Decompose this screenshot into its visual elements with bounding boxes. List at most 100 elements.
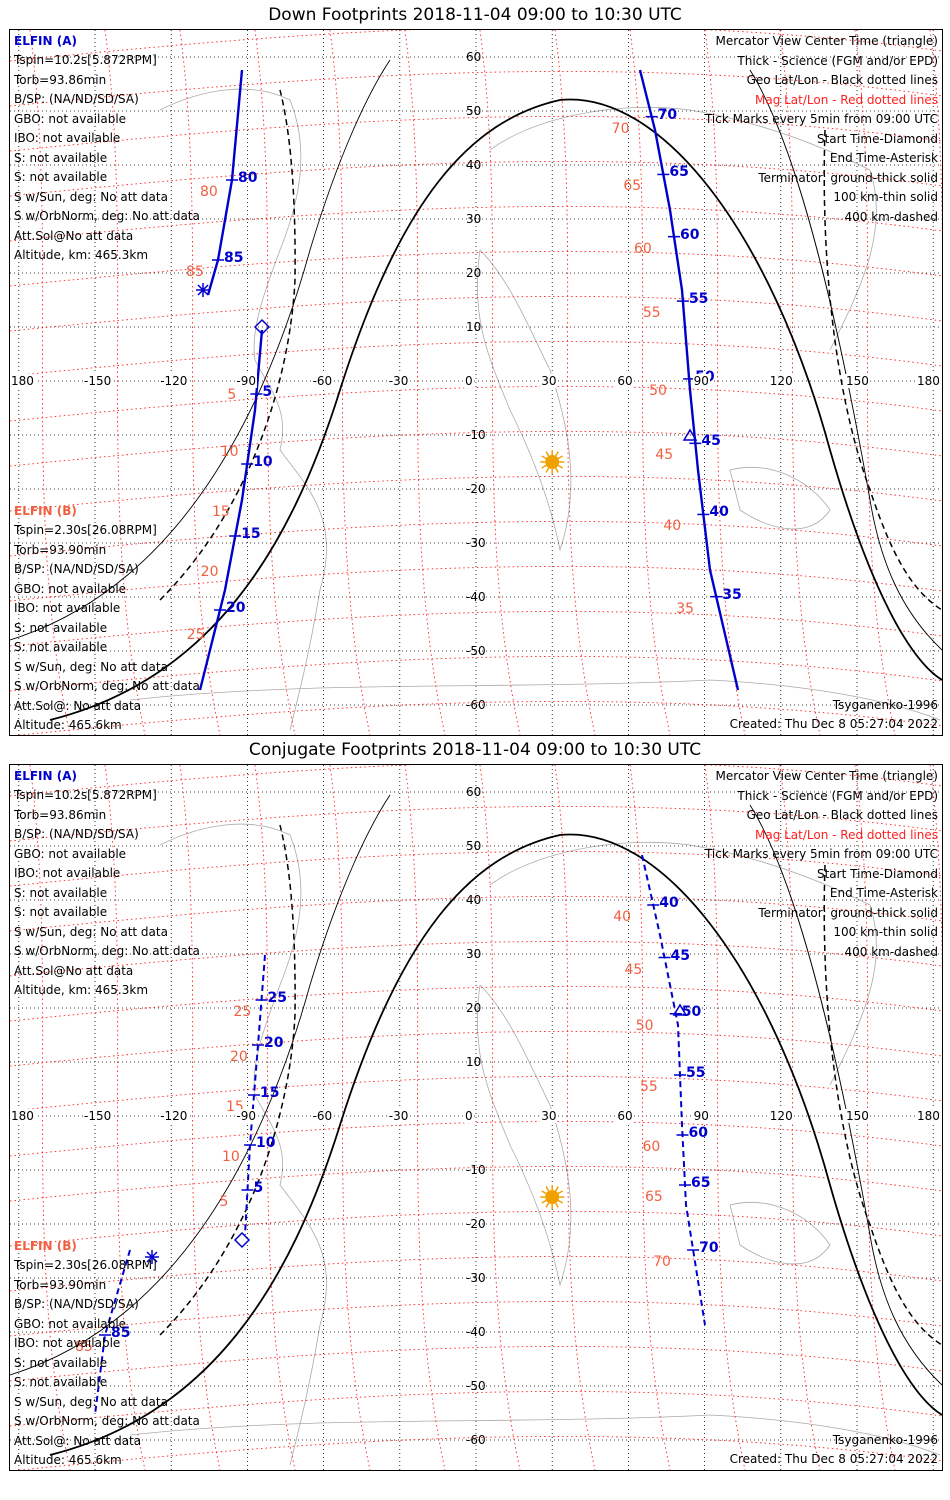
elfin-a-info: GBO: not available (14, 111, 127, 126)
center-triangle-icon (672, 1003, 688, 1016)
elfin-a-info: Att.Sol@No att data (14, 963, 134, 978)
elfin-a-info: S w/Sun, deg: No att data (14, 189, 168, 204)
lon-label: 0 (464, 374, 474, 388)
track-c (638, 69, 740, 691)
coast-3 (729, 1202, 831, 1265)
mag-tick-label: 50 (649, 382, 667, 399)
legend-line: Terminator: ground-thick solid (758, 905, 938, 920)
terminator-ground (49, 833, 942, 1456)
legend-line: Mercator View Center Time (triangle) (715, 769, 938, 783)
mag-parallel (10, 1300, 942, 1337)
lat-label: -50 (466, 1379, 486, 1393)
legend-line: 100 km-thin solid (833, 190, 938, 204)
mag-tick-label: 35 (676, 600, 695, 617)
lat-label: -60 (466, 698, 486, 712)
mag-tick-label: 85 (186, 264, 204, 280)
lat-label: 60 (466, 785, 482, 799)
lat-label: 30 (466, 947, 482, 961)
mag-parallel (10, 295, 942, 332)
mag-meridian (479, 765, 521, 1470)
lat-label: 60 (466, 50, 482, 64)
mag-parallel (10, 430, 942, 467)
coast-2 (477, 984, 572, 1287)
mag-meridian (329, 765, 371, 1470)
legend-line: Mag Lat/Lon - Red dotted lines (754, 92, 938, 107)
mag-tick-label: 5 (227, 387, 237, 404)
tick-label: 45 (670, 947, 690, 964)
tick-label: 85 (224, 250, 244, 266)
elfin-b-label: ELFIN (B) (14, 504, 77, 518)
tick-label: 80 (238, 170, 258, 186)
lon-label: 120 (768, 374, 794, 388)
created-timestamp: Created: Thu Dec 8 05:27:04 2022 (729, 1452, 938, 1466)
terminator-100km-left (10, 59, 391, 641)
elfin-a-info: Torb=93.86min (14, 807, 107, 822)
tick-label: 35 (722, 586, 742, 603)
lat-label: 20 (466, 1001, 482, 1015)
map-panel-down: 80 85 80 85 5 10 15 20 5 10 15 20 25 70 65 60 55 50 45 40 35… (9, 29, 943, 736)
lon-label: 0 (464, 1109, 474, 1123)
lon-label: -150 (83, 374, 113, 388)
tick-label: 65 (691, 1175, 711, 1191)
end-asterisk-icon (196, 283, 210, 297)
legend-line: Start Time-Diamond (816, 131, 938, 146)
tick-label: 70 (657, 106, 678, 123)
mag-parallel (10, 610, 942, 647)
coast-4 (129, 1414, 941, 1456)
lon-label: 60 (616, 374, 634, 388)
legend-line: Geo Lat/Lon - Black dotted lines (746, 808, 938, 822)
panel-title-down: Down Footprints 2018-11-04 09:00 to 10:3… (268, 5, 682, 25)
terminator-400km-left (159, 89, 296, 601)
mag-parallel (10, 655, 942, 692)
lon-label: 90 (692, 374, 710, 388)
lat-label: 40 (466, 158, 482, 172)
elfin-b-label: ELFIN (B) (14, 1239, 77, 1253)
mag-meridian (629, 30, 671, 735)
lon-label: 180 (916, 374, 941, 388)
track-b (198, 329, 264, 691)
mag-parallel (10, 1345, 942, 1382)
lon-label: 180 (10, 1109, 35, 1123)
lat-label: -30 (466, 536, 486, 550)
lon-label: 30 (540, 374, 558, 388)
mag-meridian (404, 765, 446, 1470)
lon-label: -120 (159, 374, 189, 388)
lon-label: -90 (235, 374, 257, 388)
tick-label: 45 (701, 433, 721, 450)
mag-parallel (10, 475, 942, 512)
mag-tick-label: 10 (220, 444, 239, 460)
mag-parallel (10, 1030, 942, 1067)
mag-parallel (10, 160, 942, 197)
elfin-a-info: GBO: not available (14, 846, 127, 861)
mag-parallel (10, 520, 942, 557)
coast-2 (477, 249, 572, 552)
mag-meridian (29, 30, 71, 735)
mag-tick-label: 10 (222, 1149, 240, 1165)
tick-label: 60 (680, 226, 700, 243)
tick-label: 10 (253, 454, 273, 470)
tick-label: 25 (267, 990, 287, 1006)
sun-icon (540, 450, 565, 474)
elfin-a-info: S w/OrbNorm, deg: No att data (14, 209, 200, 223)
elfin-a-info: Altitude, km: 465.3km (14, 248, 149, 262)
mag-tick-label: 80 (200, 184, 218, 200)
lat-label: -60 (466, 1433, 486, 1447)
lon-label: 90 (692, 1109, 710, 1123)
map-panel-conjugate: 85 85 25 20 15 10 5 25 20 15 10 5 40 45 50 55 60 65 70 40 45… (9, 764, 943, 1471)
terminators (10, 794, 942, 1456)
mag-meridian (704, 30, 746, 735)
mag-tick-label: 70 (653, 1254, 671, 1270)
tick-label: 5 (262, 384, 273, 400)
mag-meridian (704, 765, 746, 1470)
start-diamond-icon (253, 318, 271, 336)
lon-label: 180 (10, 374, 35, 388)
map-canvas (10, 765, 942, 1470)
mag-tick-label: 65 (623, 178, 642, 195)
tick-label: 40 (709, 504, 729, 521)
tick-label: 60 (688, 1125, 708, 1141)
terminator-400km-right (823, 129, 942, 611)
mag-tick-label: 50 (635, 1017, 654, 1034)
mag-parallel (10, 1390, 942, 1427)
elfin-a-info: Torb=93.86min (14, 72, 107, 87)
terminator-100km-right (749, 69, 942, 651)
